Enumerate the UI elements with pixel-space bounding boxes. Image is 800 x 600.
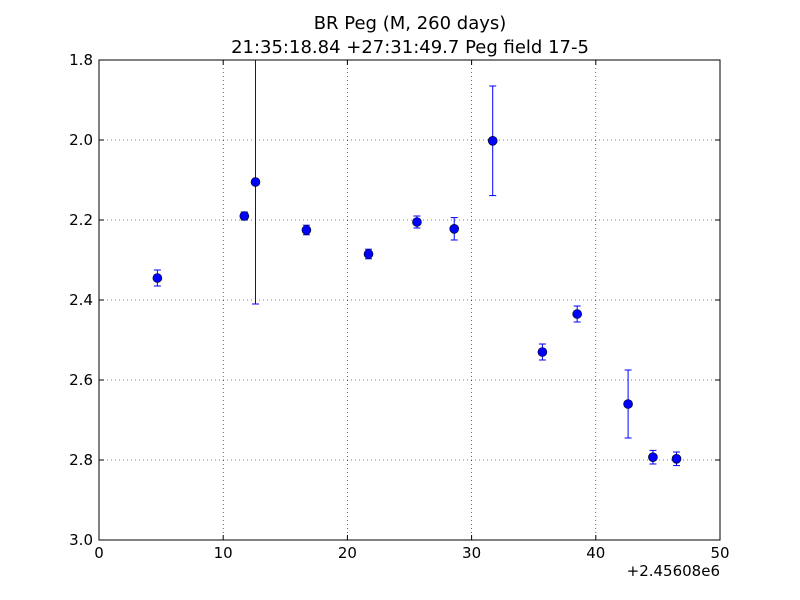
y-tick-label: 2.0 bbox=[69, 131, 93, 149]
data-points bbox=[152, 136, 682, 464]
data-point bbox=[572, 309, 582, 319]
data-point bbox=[623, 399, 633, 409]
data-point bbox=[671, 453, 682, 464]
y-tick-label: 3.0 bbox=[69, 531, 93, 549]
y-tick-label: 2.4 bbox=[69, 291, 93, 309]
data-point bbox=[301, 225, 312, 235]
y-tick-label: 2.6 bbox=[69, 371, 93, 389]
y-tick-label: 1.8 bbox=[69, 51, 93, 69]
data-point bbox=[363, 249, 374, 259]
y-tick-label: 2.8 bbox=[69, 451, 93, 469]
x-tick-label: 40 bbox=[586, 544, 605, 562]
data-point bbox=[239, 211, 250, 221]
data-point bbox=[250, 177, 261, 187]
plot-frame bbox=[98, 59, 721, 541]
chart-title-line1: BR Peg (M, 260 days) bbox=[314, 13, 507, 34]
x-tick-labels: 0 10 20 30 40 50 bbox=[94, 544, 729, 562]
x-tick-label: 10 bbox=[214, 544, 233, 562]
grid-lines bbox=[99, 60, 720, 540]
data-point bbox=[152, 273, 163, 283]
y-tick-labels: 1.8 2.0 2.2 2.4 2.6 2.8 3.0 bbox=[69, 51, 93, 549]
x-tick-label: 50 bbox=[710, 544, 729, 562]
data-point bbox=[412, 217, 422, 227]
axis-ticks bbox=[98, 59, 721, 541]
x-tick-label: 20 bbox=[338, 544, 357, 562]
error-bars bbox=[153, 59, 681, 467]
data-point bbox=[449, 224, 460, 234]
x-tick-label: 0 bbox=[94, 544, 104, 562]
data-point bbox=[537, 347, 548, 357]
x-tick-label: 30 bbox=[462, 544, 481, 562]
data-point bbox=[648, 452, 658, 463]
chart-title-line2: 21:35:18.84 +27:31:49.7 Peg field 17-5 bbox=[231, 37, 589, 58]
x-offset-label: +2.45608e6 bbox=[627, 562, 720, 580]
data-point bbox=[487, 136, 498, 146]
y-tick-label: 2.2 bbox=[69, 211, 93, 229]
